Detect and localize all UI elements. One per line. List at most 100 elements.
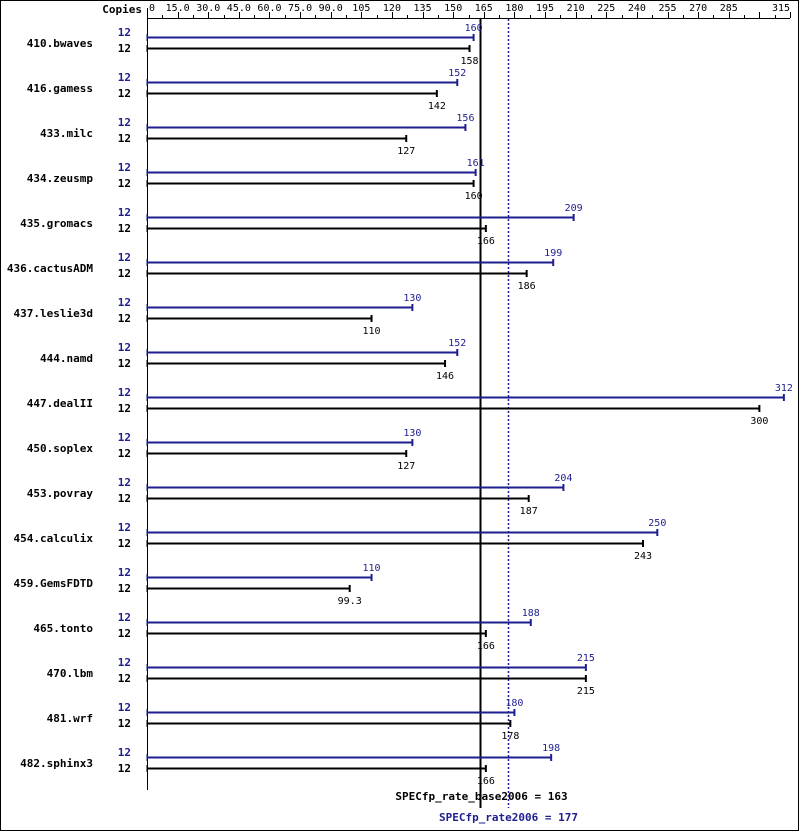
base-value-label: 158 [460, 56, 478, 67]
base-value-label: 166 [477, 641, 495, 652]
x-tick-label: 270 [689, 3, 707, 14]
base-value-label: 215 [577, 686, 595, 697]
base-copies: 12 [118, 582, 131, 595]
benchmark-group: 434.zeusmp 12 12 161 160 [27, 158, 485, 202]
peak-value-label: 160 [465, 23, 483, 34]
base-value-label: 187 [520, 506, 538, 517]
base-value-label: 142 [428, 101, 446, 112]
peak-copies: 12 [118, 746, 131, 759]
peak-copies: 12 [118, 701, 131, 714]
benchmark-group: 433.milc 12 12 156 127 [40, 113, 474, 157]
peak-value-label: 110 [363, 563, 381, 574]
benchmark-name: 437.leslie3d [14, 307, 93, 320]
base-value-label: 178 [501, 731, 519, 742]
base-copies: 12 [118, 177, 131, 190]
benchmark-name: 410.bwaves [27, 37, 93, 50]
x-tick-label: 180 [505, 3, 523, 14]
base-value-label: 127 [397, 146, 415, 157]
benchmark-name: 416.gamess [27, 82, 93, 95]
benchmark-name: 459.GemsFDTD [14, 577, 94, 590]
peak-value-label: 209 [565, 203, 583, 214]
x-tick-label: 255 [658, 3, 676, 14]
peak-copies: 12 [118, 296, 131, 309]
x-tick-label: 0 [149, 3, 155, 14]
base-reference-label: SPECfp_rate_base2006 = 163 [395, 790, 567, 803]
peak-reference-label: SPECfp_rate2006 = 177 [439, 811, 578, 824]
peak-copies: 12 [118, 656, 131, 669]
benchmark-name: 470.lbm [47, 667, 94, 680]
benchmark-name: 434.zeusmp [27, 172, 94, 185]
peak-copies: 12 [118, 521, 131, 534]
benchmark-group: 470.lbm 12 12 215 215 [47, 653, 595, 697]
benchmark-group: 435.gromacs 12 12 209 166 [20, 203, 583, 247]
benchmark-name: 453.povray [27, 487, 94, 500]
base-copies: 12 [118, 627, 131, 640]
peak-value-label: 198 [542, 743, 560, 754]
benchmark-group: 482.sphinx3 12 12 198 166 [20, 743, 560, 787]
base-value-label: 99.3 [338, 596, 362, 607]
base-copies: 12 [118, 357, 131, 370]
benchmark-name: 433.milc [40, 127, 93, 140]
x-tick-label: 105 [352, 3, 370, 14]
benchmark-name: 454.calculix [14, 532, 94, 545]
benchmark-name: 444.namd [40, 352, 93, 365]
base-value-label: 166 [477, 236, 495, 247]
peak-copies: 12 [118, 26, 131, 39]
benchmark-group: 450.soplex 12 12 130 127 [27, 428, 422, 472]
x-tick-label: 45.0 [227, 3, 251, 14]
benchmark-group: 416.gamess 12 12 152 142 [27, 68, 467, 112]
base-value-label: 186 [518, 281, 536, 292]
peak-copies: 12 [118, 431, 131, 444]
base-copies: 12 [118, 87, 131, 100]
base-copies: 12 [118, 132, 131, 145]
x-tick-label: 90.0 [319, 3, 343, 14]
base-copies: 12 [118, 42, 131, 55]
base-value-label: 243 [634, 551, 652, 562]
peak-copies: 12 [118, 611, 131, 624]
benchmark-group: 437.leslie3d 12 12 130 110 [14, 293, 422, 337]
base-copies: 12 [118, 672, 131, 685]
benchmark-group: 453.povray 12 12 204 187 [27, 473, 573, 517]
benchmark-bars: 410.bwaves 12 12 160 158 416.gamess 12 12 152 142… [7, 23, 793, 787]
benchmark-group: 410.bwaves 12 12 160 158 [27, 23, 483, 67]
x-tick-label: 120 [383, 3, 401, 14]
peak-value-label: 188 [522, 608, 540, 619]
peak-copies: 12 [118, 476, 131, 489]
peak-copies: 12 [118, 251, 131, 264]
peak-copies: 12 [118, 566, 131, 579]
peak-value-label: 130 [403, 293, 421, 304]
x-tick-label: 225 [597, 3, 615, 14]
peak-value-label: 130 [403, 428, 421, 439]
peak-value-label: 152 [448, 68, 466, 79]
peak-copies: 12 [118, 161, 131, 174]
peak-copies: 12 [118, 116, 131, 129]
benchmark-name: 447.dealII [27, 397, 93, 410]
base-copies: 12 [118, 717, 131, 730]
base-value-label: 110 [363, 326, 381, 337]
benchmark-group: 447.dealII 12 12 312 300 [27, 383, 793, 427]
base-value-label: 166 [477, 776, 495, 787]
x-tick-label: 165 [475, 3, 493, 14]
peak-value-label: 312 [775, 383, 793, 394]
base-copies: 12 [118, 447, 131, 460]
base-copies: 12 [118, 222, 131, 235]
peak-value-label: 204 [554, 473, 572, 484]
x-tick-label: 240 [628, 3, 646, 14]
x-tick-label: 135 [414, 3, 432, 14]
base-copies: 12 [118, 402, 131, 415]
benchmark-group: 481.wrf 12 12 180 178 [47, 698, 524, 742]
benchmark-name: 465.tonto [33, 622, 93, 635]
benchmark-group: 444.namd 12 12 152 146 [40, 338, 466, 382]
peak-value-label: 156 [456, 113, 474, 124]
benchmark-name: 436.cactusADM [7, 262, 93, 275]
peak-copies: 12 [118, 206, 131, 219]
x-tick-label: 315 [772, 3, 790, 14]
x-tick-label: 30.0 [196, 3, 220, 14]
copies-header: Copies [102, 3, 142, 16]
x-tick-label: 15.0 [166, 3, 190, 14]
x-tick-label: 150 [444, 3, 462, 14]
base-value-label: 300 [750, 416, 768, 427]
peak-copies: 12 [118, 386, 131, 399]
x-tick-label: 60.0 [257, 3, 281, 14]
